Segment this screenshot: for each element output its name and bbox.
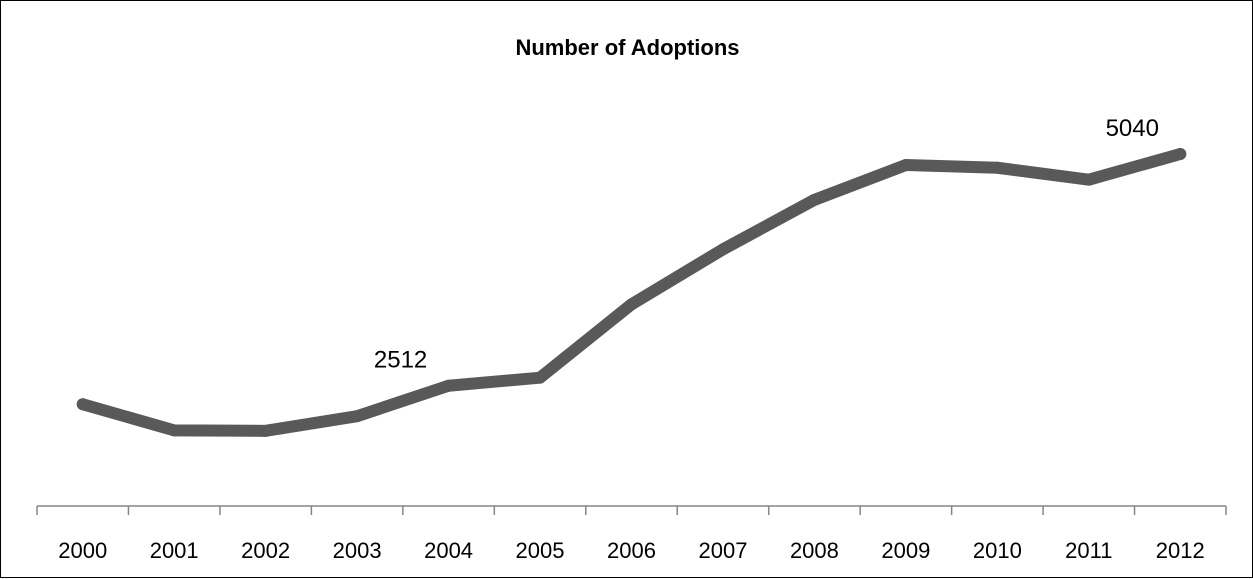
chart-title: Number of Adoptions [515,35,740,60]
x-tick-label: 2007 [698,538,747,563]
x-tick-label: 2000 [58,538,107,563]
x-tick-label: 2008 [790,538,839,563]
x-tick-label: 2006 [607,538,656,563]
data-label: 2512 [374,347,427,374]
data-point [534,371,547,384]
x-tick-label: 2001 [150,538,199,563]
data-point [76,398,89,411]
data-point [716,243,729,256]
x-tick-label: 2009 [881,538,930,563]
data-point [808,193,821,206]
data-point [442,379,455,392]
data-point [991,161,1004,174]
x-axis: 2000 2001 2002 2003 2004 2005 2006 2007 2008 2009… [36,505,1227,563]
data-label-layer: 2512 5040 [374,115,1159,374]
x-tick-label: 2012 [1156,538,1205,563]
x-tick-label: 2003 [333,538,382,563]
x-tick-label: 2005 [516,538,565,563]
data-point [1174,148,1187,160]
data-point [1082,173,1095,186]
data-point [625,298,638,311]
x-tick-label: 2004 [424,538,473,563]
series-line [76,148,1187,437]
x-tick-label: 2010 [973,538,1022,563]
series-layer [76,148,1187,437]
data-point [259,424,272,437]
data-point [351,410,364,423]
x-tick-label: 2011 [1065,538,1112,563]
x-tick-label: 2002 [241,538,290,563]
data-point [899,159,912,171]
data-label: 5040 [1106,115,1159,142]
data-point [168,424,181,437]
